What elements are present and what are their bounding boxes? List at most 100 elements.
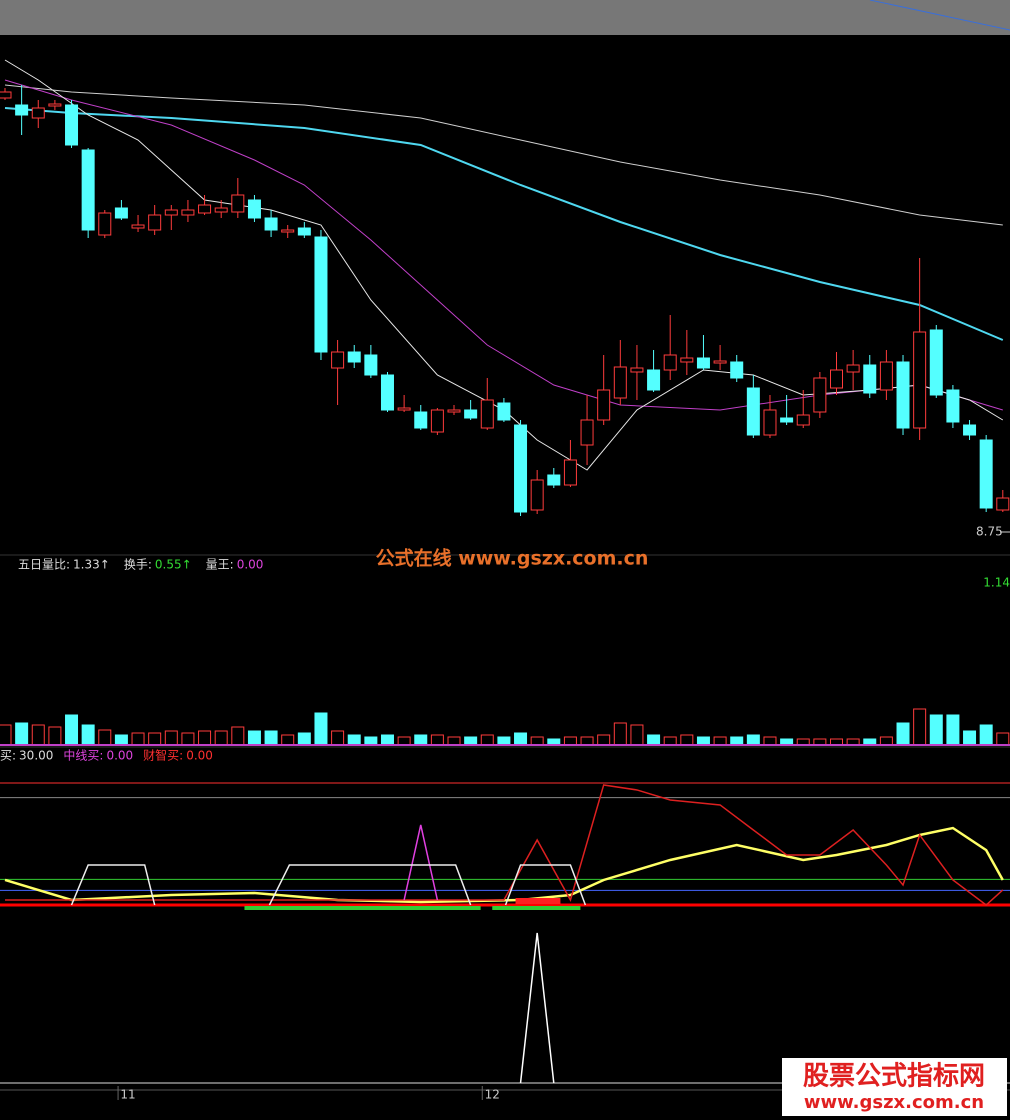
volume-bar: [563, 736, 577, 746]
candle-body: [214, 207, 228, 213]
candle-body: [81, 149, 95, 231]
candle-body: [813, 377, 827, 413]
indicator-line: [403, 824, 439, 901]
volume-bar: [131, 732, 145, 746]
volume-bar: [0, 724, 12, 746]
candle-body: [746, 387, 760, 436]
volume-bar: [414, 734, 428, 746]
volume-bar: [297, 732, 311, 746]
candle-body: [979, 439, 993, 509]
candle-body: [347, 351, 361, 363]
candle-body: [148, 214, 162, 231]
volume-bar: [364, 736, 378, 746]
candle-body: [830, 369, 843, 389]
volume-bar: [114, 734, 128, 746]
volume-bar: [913, 708, 927, 746]
candle-body: [447, 409, 461, 413]
volume-bar: [98, 729, 112, 746]
volume-bar: [464, 736, 478, 746]
candle-body: [464, 409, 478, 419]
x-tick-label: 12: [485, 1088, 500, 1102]
volume-bar: [214, 730, 228, 746]
volume-bar: [580, 736, 594, 746]
candle-body: [397, 407, 411, 411]
candle-body: [863, 364, 877, 394]
volume-bar: [680, 734, 694, 746]
volume-bar: [181, 732, 195, 746]
indicator-legend-value: 0.00: [186, 749, 213, 763]
signal-band: [244, 906, 481, 910]
volume-bar: [65, 714, 79, 746]
indicator-line: [4, 826, 1004, 904]
indicator-legend-value: 0.00: [106, 749, 133, 763]
candle-body: [131, 224, 145, 229]
volume-bar: [879, 736, 893, 746]
candle-body: [763, 409, 777, 436]
volume-bar: [663, 736, 677, 746]
volume-bar: [430, 734, 444, 746]
volume-bar: [164, 730, 178, 746]
candle-body: [946, 389, 960, 423]
candle-body: [647, 369, 661, 391]
volume-bar: [81, 724, 95, 746]
volume-bar: [48, 726, 62, 746]
volume-right-label: 1.14: [983, 576, 1010, 590]
top-line: [869, 0, 1010, 31]
volume-bar: [979, 724, 993, 746]
candle-body: [547, 474, 561, 486]
candle-body: [264, 217, 278, 231]
candle-body: [846, 364, 860, 373]
signal-band: [515, 898, 561, 904]
candle-body: [31, 107, 45, 119]
candle-body: [181, 209, 195, 216]
candle-body: [497, 402, 511, 421]
candle-body: [380, 374, 394, 411]
volume-bar: [380, 734, 394, 746]
candle-body: [597, 389, 611, 421]
candle-body: [65, 104, 79, 146]
candle-body: [530, 479, 544, 511]
candle-body: [231, 194, 245, 213]
volume-legend-value: 0.55↑: [155, 558, 192, 572]
volume-bar: [896, 722, 910, 746]
candle-body: [164, 209, 178, 216]
volume-bar: [281, 734, 295, 746]
moving-average: [4, 84, 1003, 226]
candle-body: [963, 424, 977, 436]
volume-bar: [447, 736, 461, 746]
logo-title: 股票公式指标网: [803, 1062, 985, 1092]
candle-body: [580, 419, 594, 446]
candle-body: [680, 357, 694, 363]
volume-bar: [31, 724, 45, 746]
volume-bar: [514, 732, 528, 746]
candle-body: [696, 357, 710, 369]
candle-body: [430, 409, 444, 433]
volume-bar: [331, 730, 345, 746]
indicator-line: [5, 784, 1004, 906]
candle-body: [414, 411, 428, 429]
candle-body: [563, 459, 577, 486]
low-price-label: 8.75: [976, 525, 1003, 539]
volume-bar: [713, 736, 727, 746]
candle-body: [247, 199, 261, 219]
volume-bar: [946, 714, 960, 746]
volume-bar: [763, 736, 777, 746]
candle-body: [297, 227, 311, 236]
volume-bar: [231, 726, 245, 746]
candle-body: [114, 207, 128, 219]
volume-bar: [630, 724, 644, 746]
volume-bar: [597, 734, 611, 746]
candle-body: [796, 414, 810, 426]
volume-bar: [647, 734, 661, 746]
candle-body: [929, 329, 943, 396]
indicator-legend-label: 买:: [0, 749, 16, 763]
candle-body: [198, 204, 212, 214]
candle-body: [613, 366, 627, 399]
volume-bar: [397, 736, 411, 746]
top-bar: [0, 0, 1010, 35]
candle-body: [730, 361, 744, 379]
candle-body: [663, 354, 677, 371]
signal-line: [519, 932, 555, 1084]
volume-legend-label: 量王:: [206, 558, 234, 572]
